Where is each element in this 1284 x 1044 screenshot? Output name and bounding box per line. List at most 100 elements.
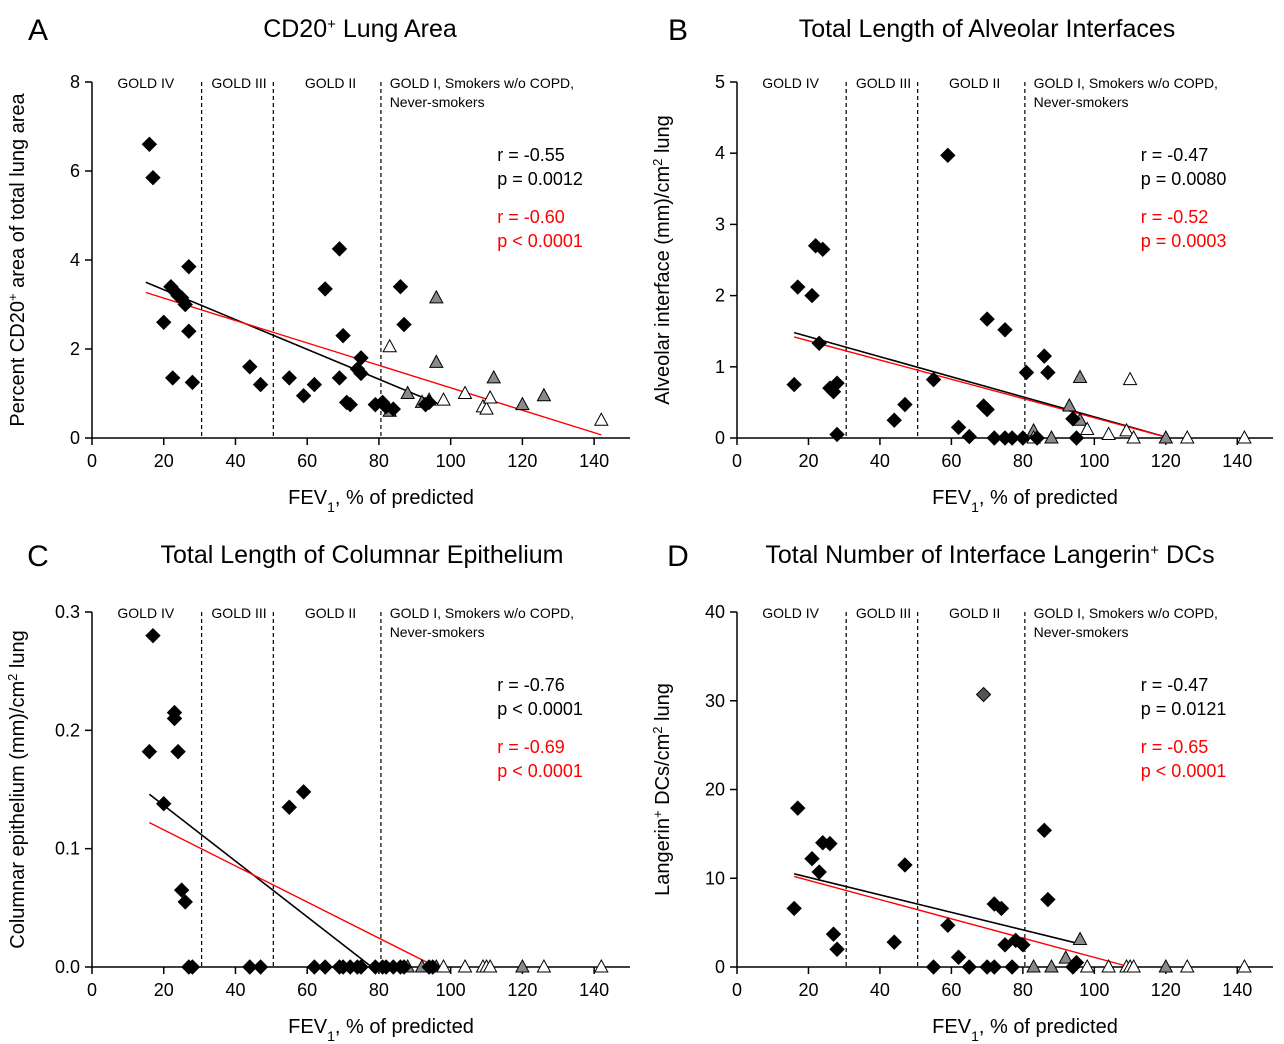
x-axis-label: FEV1, % of predicted: [932, 487, 1118, 515]
gold-label: GOLD III: [856, 75, 911, 91]
y-tick-label: 5: [715, 72, 725, 92]
black-diamond-point: [940, 147, 956, 164]
stat-r-red: r = -0.52: [1141, 207, 1209, 227]
x-tick-label: 100: [1079, 451, 1109, 471]
gray-triangle-point: [1072, 369, 1088, 383]
black-diamond-point: [184, 374, 201, 391]
black-diamond-point: [1004, 430, 1020, 446]
black-diamond-point: [886, 934, 902, 950]
x-tick-label: 120: [507, 451, 537, 471]
black-diamond-point: [822, 835, 838, 852]
gray-triangle-point: [515, 958, 530, 973]
x-tick-label: 100: [436, 980, 466, 1000]
y-axis-label: Langerin+ DCs/cm2 lung: [650, 683, 675, 896]
gold-label: GOLD I, Smokers w/o COPD,: [1034, 75, 1218, 91]
black-diamond-point: [173, 882, 190, 898]
gray-triangle-point: [1061, 397, 1077, 412]
panel-a: A CD20+ Lung Area 0 20 40 60 80 100 120 140 0 2 4 6 8 F…: [5, 14, 630, 515]
white-triangle-point: [1126, 958, 1141, 973]
gold-label: GOLD III: [211, 75, 266, 91]
white-triangle-point: [1179, 958, 1195, 973]
black-diamond-point: [950, 949, 967, 965]
black-diamond-point: [925, 371, 942, 388]
black-diamond-point: [825, 926, 842, 942]
y-tick-label: 0: [70, 428, 80, 448]
x-tick-label: 40: [870, 980, 890, 1000]
black-diamond-point: [897, 396, 913, 413]
gold-label: GOLD IV: [117, 605, 174, 621]
gray-triangle-point: [1072, 931, 1088, 945]
black-diamond-point: [145, 169, 161, 186]
white-triangle-point: [482, 958, 498, 973]
gray-triangle-point: [1026, 958, 1041, 973]
stat-r-black: r = -0.47: [1141, 675, 1209, 695]
stat-p-black: p = 0.0012: [497, 169, 583, 189]
x-tick-label: 140: [579, 980, 609, 1000]
black-diamond-point: [979, 311, 995, 327]
black-diamond-point: [1029, 430, 1045, 446]
black-diamond-point: [997, 937, 1013, 953]
fit-line-red: [145, 291, 602, 436]
y-tick-label: 2: [715, 286, 725, 306]
black-diamond-point: [156, 314, 172, 331]
x-tick-label: 60: [941, 980, 961, 1000]
black-diamond-point: [331, 241, 348, 257]
stat-p-red: p < 0.0001: [497, 231, 583, 251]
black-diamond-point: [342, 396, 358, 413]
black-diamond-point: [986, 959, 1002, 975]
black-diamond-point: [242, 359, 258, 375]
y-axis-label: Columnar epithelium (mm)/cm2 lung: [5, 630, 30, 948]
fit-line-red: [793, 875, 1131, 968]
black-diamond-point: [353, 365, 369, 382]
x-tick-label: 80: [1013, 980, 1033, 1000]
x-tick-label: 100: [1079, 980, 1109, 1000]
white-triangle-point: [382, 338, 398, 353]
gray-triangle-point: [1044, 958, 1059, 973]
black-diamond-point: [184, 959, 201, 975]
x-tick-label: 0: [87, 980, 97, 1000]
gold-label: GOLD I, Smokers w/o COPD,: [1034, 605, 1218, 621]
black-diamond-point: [1068, 954, 1085, 971]
gray-triangle-point: [536, 387, 552, 402]
x-tick-label: 20: [154, 451, 174, 471]
panel-letter: C: [27, 540, 49, 573]
gold-label: GOLD IV: [762, 605, 819, 621]
y-axis-label: Percent CD20+ area of total lung area: [5, 92, 30, 426]
x-tick-label: 80: [369, 451, 389, 471]
gold-label: GOLD II: [305, 75, 356, 91]
stat-p-black: p = 0.0080: [1141, 169, 1227, 189]
x-axis-label: FEV1, % of predicted: [288, 1016, 474, 1044]
gray-triangle-point: [400, 385, 415, 399]
black-diamond-point: [392, 278, 409, 295]
black-diamond-point: [1068, 430, 1085, 446]
y-tick-label: 8: [70, 72, 80, 92]
black-diamond-point: [786, 376, 802, 393]
x-tick-label: 40: [870, 451, 890, 471]
black-diamond-point: [1036, 822, 1053, 839]
panel-title: Total Number of Interface Langerin+ DCs: [765, 541, 1214, 569]
black-diamond-point: [385, 401, 401, 417]
x-tick-label: 140: [1222, 451, 1252, 471]
fit-line-black: [148, 793, 373, 968]
y-tick-label: 0: [715, 428, 725, 448]
black-diamond-point: [396, 959, 412, 975]
black-diamond-point: [804, 851, 820, 867]
black-diamond-point: [281, 370, 297, 386]
x-axis-label: FEV1, % of predicted: [288, 487, 474, 515]
black-diamond-point: [815, 241, 831, 258]
black-diamond-point: [306, 959, 323, 975]
white-triangle-point: [1101, 958, 1116, 973]
stat-r-red: r = -0.65: [1141, 737, 1209, 757]
y-tick-label: 4: [715, 143, 725, 163]
white-triangle-point: [1237, 958, 1252, 973]
x-tick-label: 60: [941, 451, 961, 471]
black-diamond-point: [317, 959, 333, 975]
white-triangle-point: [1119, 422, 1134, 437]
gold-label: Never-smokers: [390, 624, 485, 640]
x-tick-label: 20: [154, 980, 174, 1000]
y-tick-label: 2: [70, 339, 80, 359]
y-tick-label: 20: [705, 780, 725, 800]
stat-p-black: p < 0.0001: [497, 699, 583, 719]
black-diamond-point: [164, 370, 181, 386]
